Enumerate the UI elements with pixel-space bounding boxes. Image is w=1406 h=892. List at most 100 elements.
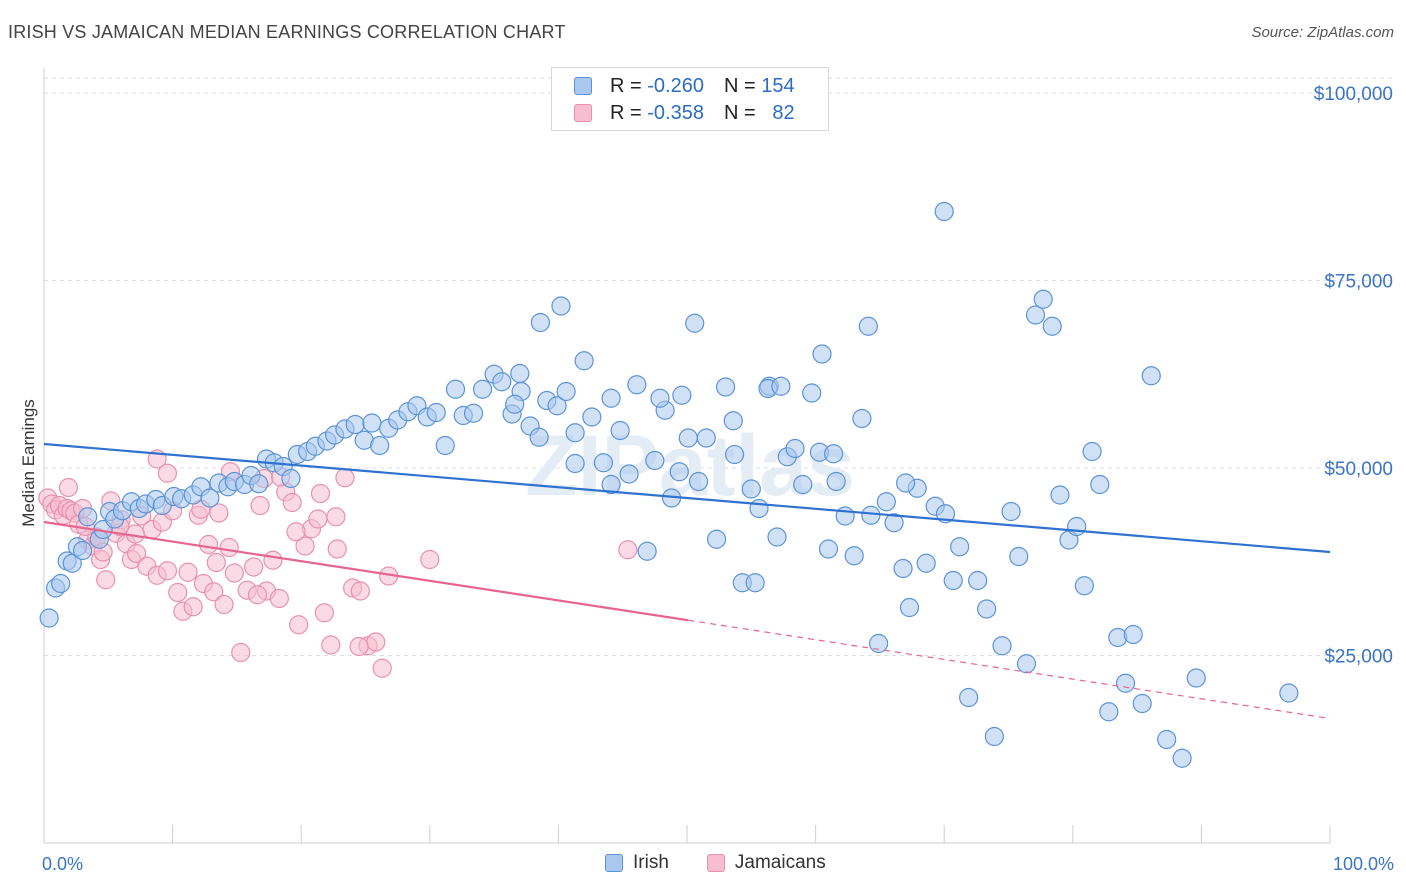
- jamaicans-point: [206, 552, 226, 573]
- irish-point: [547, 396, 567, 416]
- irish-point: [72, 540, 93, 561]
- irish-r-value: -0.260: [647, 74, 704, 97]
- source-label: Source: ZipAtlas.com: [1251, 24, 1394, 41]
- irish-point: [1016, 654, 1037, 674]
- irish-point: [876, 492, 896, 512]
- irish-point: [706, 529, 727, 549]
- irish-point: [426, 402, 446, 423]
- irish-point: [869, 633, 889, 654]
- jamaicans-point: [244, 557, 264, 577]
- jamaican-n-value: 82: [772, 101, 795, 124]
- jamaicans-point: [310, 483, 331, 504]
- irish-point: [505, 394, 525, 414]
- correlation-legend: R = -0.260 N = 154 R = -0.358 N = 82: [551, 67, 829, 131]
- jamaicans-point: [219, 537, 239, 558]
- jamaicans-point: [96, 570, 116, 590]
- jamaicans-point: [178, 562, 198, 582]
- irish-point: [1157, 729, 1177, 750]
- jamaicans-point: [58, 477, 79, 498]
- trend-lines: [43, 442, 1331, 720]
- legend-item-irish[interactable]: Irish: [605, 852, 669, 874]
- irish-point: [723, 411, 743, 431]
- irish-point: [977, 599, 997, 619]
- irish-point: [530, 312, 550, 333]
- jamaicans-point: [286, 522, 306, 542]
- irish-point: [619, 464, 639, 484]
- irish-point: [1025, 305, 1046, 325]
- y-tick-label-1: $50,000: [1324, 459, 1393, 480]
- jamaicans-point: [618, 540, 638, 560]
- legend-item-jamaicans[interactable]: Jamaicans: [706, 852, 826, 874]
- irish-point: [893, 558, 913, 579]
- legend-irish-label: Irish: [633, 852, 669, 873]
- jamaicans-point: [420, 549, 440, 570]
- irish-point: [472, 379, 493, 399]
- irish-point: [492, 372, 512, 392]
- chart-title: IRISH VS JAMAICAN MEDIAN EARNINGS CORREL…: [8, 22, 566, 42]
- jamaicans-point: [350, 581, 370, 601]
- irish-point: [1090, 474, 1110, 495]
- irish-point: [1279, 683, 1299, 703]
- irish-point: [582, 407, 602, 427]
- irish-point: [943, 570, 963, 591]
- irish-point: [551, 296, 571, 316]
- irish-point: [785, 438, 805, 459]
- jamaicans-point: [209, 503, 229, 523]
- irish-point: [715, 377, 736, 397]
- jamaican-n-label: N =: [723, 101, 756, 124]
- jamaicans-point: [231, 642, 251, 663]
- irish-point: [1141, 366, 1161, 386]
- y-tick-label-2: $75,000: [1324, 272, 1393, 293]
- irish-point: [896, 473, 916, 493]
- irish-point: [1009, 546, 1029, 567]
- x-tick-label-1: 100.0%: [1333, 854, 1394, 874]
- legend-row-irish: R = -0.260 N = 154: [574, 73, 795, 99]
- jamaicans-point: [295, 536, 315, 556]
- irish-point: [281, 468, 301, 489]
- irish-point: [899, 597, 920, 618]
- jamaicans-point: [269, 588, 289, 609]
- irish-point: [650, 388, 670, 408]
- jamaicans-point: [168, 582, 188, 603]
- irish-point: [574, 351, 594, 371]
- irish-point: [678, 428, 698, 448]
- irish-point: [1115, 673, 1136, 693]
- irish-point: [529, 427, 549, 447]
- irish-point: [601, 474, 621, 495]
- irish-point: [637, 541, 657, 561]
- irish-point: [627, 375, 647, 395]
- irish-point: [1082, 441, 1102, 462]
- irish-point: [445, 379, 466, 399]
- jamaicans-point: [250, 495, 270, 516]
- irish-point: [345, 414, 365, 435]
- irish-point: [610, 420, 630, 441]
- irish-r-label: R =: [610, 74, 642, 97]
- irish-point: [1042, 316, 1062, 336]
- jamaicans-point: [372, 658, 392, 678]
- legend-row-jamaican: R = -0.358 N = 82: [574, 100, 795, 126]
- jamaicans-point: [308, 509, 328, 529]
- irish-point: [51, 573, 71, 594]
- irish-point: [968, 570, 988, 591]
- irish-point: [1074, 576, 1094, 596]
- irish-point: [601, 388, 621, 408]
- jamaicans-legend-icon: [706, 854, 725, 872]
- irish-point: [1186, 668, 1206, 688]
- irish-n-value: 154: [761, 74, 795, 97]
- irish-point: [818, 539, 839, 559]
- irish-point: [1001, 501, 1021, 522]
- irish-point: [934, 201, 954, 222]
- jamaicans-point: [289, 615, 309, 635]
- irish-point: [824, 444, 844, 464]
- jamaican-r-label: R =: [610, 101, 642, 124]
- irish-point: [984, 726, 1004, 747]
- irish-point: [1132, 693, 1152, 714]
- irish-point: [992, 636, 1012, 656]
- irish-point: [39, 608, 59, 628]
- jamaicans-point: [126, 543, 147, 564]
- irish-point: [771, 376, 791, 396]
- legend-jamaicans-label: Jamaicans: [734, 852, 826, 873]
- irish-point: [1067, 516, 1087, 537]
- irish-point: [1172, 748, 1192, 768]
